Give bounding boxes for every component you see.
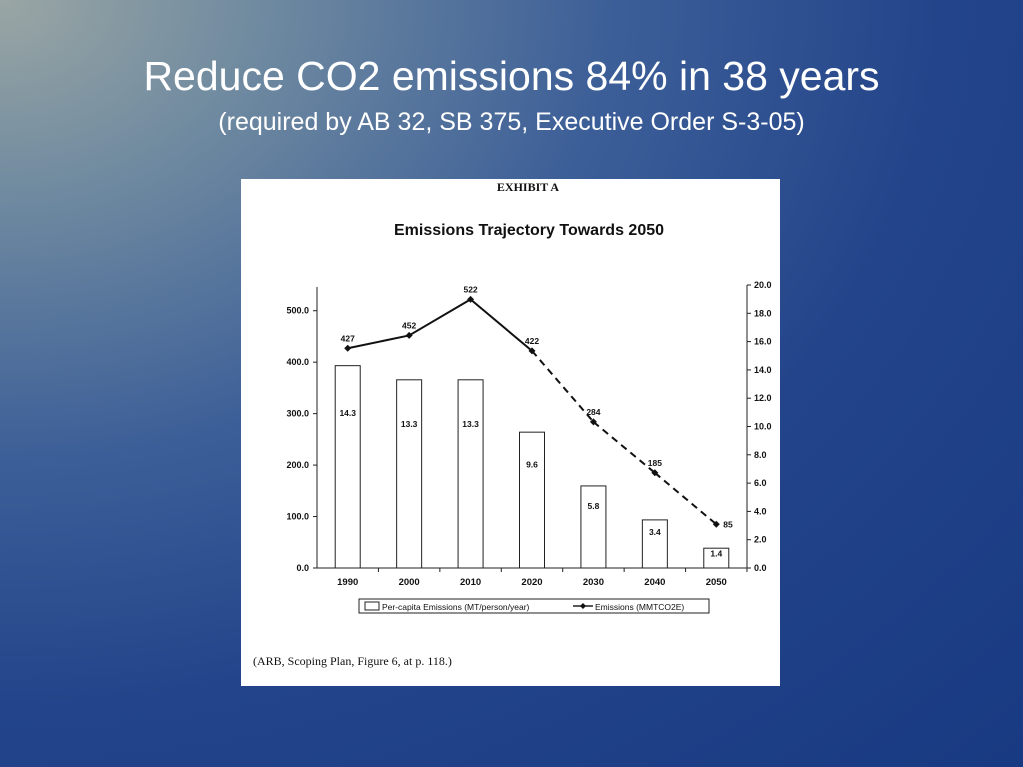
slide-subtitle: (required by AB 32, SB 375, Executive Or… — [218, 108, 805, 136]
right-tick-label: 12.0 — [754, 393, 772, 403]
bar — [396, 379, 423, 569]
line-point — [467, 295, 475, 303]
line-point — [651, 469, 659, 477]
right-tick-label: 8.0 — [754, 450, 767, 460]
legend-line-label: Emissions (MMTCO2E) — [595, 602, 684, 612]
legend: Per-capita Emissions (MT/person/year) Em… — [358, 598, 710, 614]
bar-series: 14.3 13.3 13.3 9.6 5.8 3.4 1.4 — [334, 365, 730, 569]
right-tick-label: 16.0 — [754, 337, 772, 347]
right-tick-label: 4.0 — [754, 506, 767, 516]
line-data-label: 522 — [463, 284, 477, 294]
line-segment — [469, 298, 533, 352]
right-tick-label: 6.0 — [754, 478, 767, 488]
x-tick-label: 2000 — [399, 577, 420, 588]
left-tick-label: 200.0 — [286, 460, 309, 470]
legend-line-marker — [580, 603, 586, 609]
left-tick-label: 500.0 — [286, 306, 309, 316]
left-tick-label: 300.0 — [286, 409, 309, 419]
line-segment — [531, 350, 595, 423]
right-tick-label: 2.0 — [754, 535, 767, 545]
line-point — [405, 331, 413, 339]
x-tick-label: 2050 — [706, 577, 727, 588]
chart-figure: EXHIBIT A Emissions Trajectory Towards 2… — [241, 179, 780, 686]
x-tick-label: 2040 — [644, 577, 665, 588]
line-segment — [592, 421, 656, 474]
bar — [703, 547, 730, 569]
line-data-label: 185 — [648, 458, 662, 468]
exhibit-label: EXHIBIT A — [497, 180, 559, 194]
bar — [457, 379, 484, 569]
line-data-label: 422 — [525, 336, 539, 346]
left-tick-label: 400.0 — [286, 357, 309, 367]
chart-svg: EXHIBIT A Emissions Trajectory Towards 2… — [253, 180, 772, 668]
x-tick-label: 2010 — [460, 577, 481, 588]
line-data-label: 452 — [402, 320, 416, 330]
line-segment — [408, 298, 472, 337]
right-tick-label: 20.0 — [754, 280, 772, 290]
figure-caption: (ARB, Scoping Plan, Figure 6, at p. 118.… — [253, 654, 452, 668]
line-data-label: 85 — [723, 519, 733, 529]
left-tick-label: 0.0 — [296, 563, 309, 573]
line-segment — [347, 334, 410, 350]
slide-title: Reduce CO2 emissions 84% in 38 years — [143, 53, 880, 99]
right-tick-label: 10.0 — [754, 422, 772, 432]
line-point — [712, 520, 720, 528]
bar — [580, 485, 607, 569]
bar-data-label: 9.6 — [526, 459, 538, 469]
right-tick-label: 14.0 — [754, 365, 772, 375]
right-tick-label: 0.0 — [754, 563, 767, 573]
line-series: 427 452 522 422 284 185 85 — [341, 284, 733, 529]
x-tick-label: 2030 — [583, 577, 604, 588]
legend-bar-swatch — [364, 601, 380, 611]
bar-data-label: 1.4 — [710, 549, 722, 559]
line-point — [344, 344, 352, 352]
x-tick-label: 1990 — [337, 577, 358, 588]
bar-data-label: 13.3 — [401, 419, 418, 429]
line-point — [528, 347, 536, 355]
chart-title: Emissions Trajectory Towards 2050 — [394, 222, 664, 239]
legend-bar-label: Per-capita Emissions (MT/person/year) — [382, 602, 530, 612]
x-tick-label: 2020 — [521, 577, 542, 588]
axes: 0.0 100.0 200.0 300.0 400.0 500.0 0.0 2.0 4.0 6.0… — [286, 280, 771, 588]
line-data-label: 284 — [586, 407, 600, 417]
bar-data-label: 14.3 — [339, 408, 356, 418]
bar — [334, 365, 361, 569]
right-tick-label: 18.0 — [754, 308, 772, 318]
line-data-label: 427 — [341, 333, 355, 343]
bar-data-label: 3.4 — [649, 527, 661, 537]
line-segment — [654, 472, 717, 526]
bar-data-label: 13.3 — [462, 419, 479, 429]
bar-data-label: 5.8 — [588, 501, 600, 511]
line-point — [589, 418, 597, 426]
left-tick-label: 100.0 — [286, 512, 309, 522]
legend-box — [358, 598, 710, 614]
bar — [519, 431, 545, 569]
bar — [641, 519, 668, 569]
